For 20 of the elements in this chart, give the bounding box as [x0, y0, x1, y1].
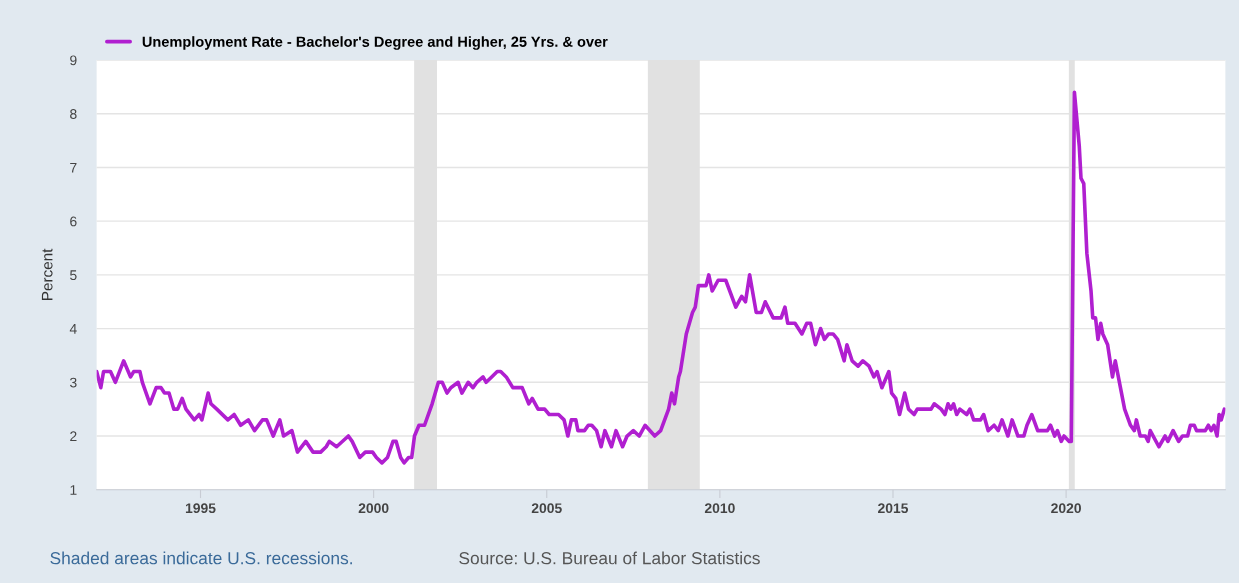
x-tick-label: 2005 — [531, 503, 562, 514]
x-tick-label: 2015 — [878, 503, 909, 514]
x-tick-label: 2010 — [704, 503, 735, 514]
y-tick-label: 6 — [70, 216, 77, 227]
x-tick-label: 1995 — [185, 503, 216, 514]
y-tick-label: 7 — [70, 162, 77, 173]
line-series — [96, 90, 1226, 465]
y-tick-label: 8 — [70, 109, 77, 119]
y-tick-label: 3 — [70, 377, 77, 388]
y-tick-label: 5 — [70, 270, 77, 281]
y-axis-title: Percent — [41, 248, 53, 300]
x-tick-label: 2000 — [358, 503, 389, 514]
legend-label: Unemployment Rate - Bachelor's Degree and Higher, 25 Yrs. & over — [142, 36, 608, 50]
y-tick-label: 2 — [70, 431, 77, 442]
text: Shaded areas indicate U.S. recessions. — [50, 551, 352, 565]
source-note: Source: U.S. Bureau of Labor Statistics — [459, 551, 760, 565]
x-tick-label: 2020 — [1051, 503, 1081, 514]
y-tick-label: 4 — [69, 324, 77, 334]
y-tick-label: 9 — [70, 55, 77, 66]
y-tick-label: 1 — [70, 485, 77, 495]
